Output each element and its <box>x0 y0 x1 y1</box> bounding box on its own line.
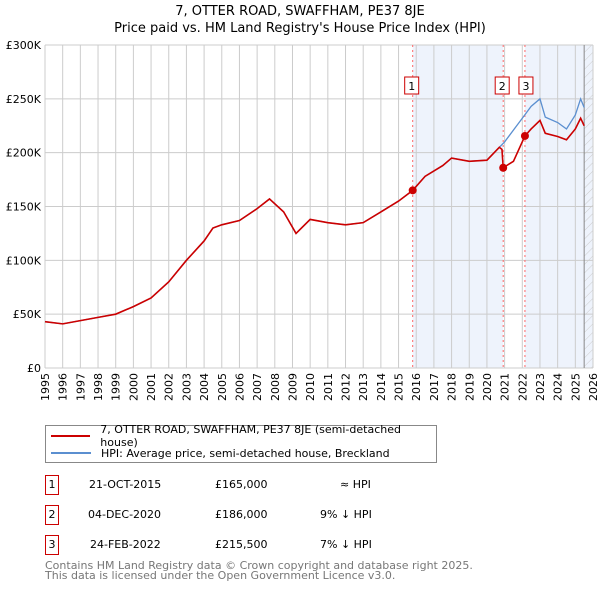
x-tick-label: 2010 <box>304 373 317 401</box>
price: £186,000 <box>215 508 268 521</box>
sale-label: 2 <box>499 80 506 93</box>
x-tick-label: 2000 <box>127 373 140 401</box>
x-tick-label: 2017 <box>428 373 441 401</box>
x-tick-label: 2012 <box>340 373 353 401</box>
x-tick-label: 2015 <box>393 373 406 401</box>
x-tick-label: 2016 <box>410 373 423 401</box>
price: £215,500 <box>215 538 268 551</box>
legend-label: 7, OTTER ROAD, SWAFFHAM, PE37 8JE (semi-… <box>100 423 401 449</box>
y-tick-label: £0 <box>27 362 41 375</box>
x-tick-label: 1999 <box>110 373 123 401</box>
price: £165,000 <box>215 478 268 491</box>
marker-badge: 1 <box>45 475 59 495</box>
x-tick-label: 1995 <box>39 373 52 401</box>
x-tick-label: 2004 <box>198 373 211 401</box>
x-tick-label: 2013 <box>357 373 370 401</box>
y-tick-label: £50K <box>13 308 42 321</box>
footer: Contains HM Land Registry data © Crown c… <box>45 559 473 582</box>
sale-label: 1 <box>408 80 415 93</box>
y-tick-label: £250K <box>6 93 42 106</box>
x-tick-label: 2006 <box>233 373 246 401</box>
x-tick-label: 2025 <box>569 373 582 401</box>
sale-label-box <box>404 76 420 95</box>
transaction-row: 2 04-DEC-2020 £186,000 9% ↓ HPI <box>45 505 445 525</box>
x-tick-label: 2003 <box>180 373 193 401</box>
y-tick-label: £200K <box>6 147 42 160</box>
sale-label-box <box>494 76 510 95</box>
legend-item-property: 7, OTTER ROAD, SWAFFHAM, PE37 8JE (semi-… <box>46 423 436 449</box>
y-tick-label: £150K <box>6 201 42 214</box>
transaction-row: 3 24-FEB-2022 £215,500 7% ↓ HPI <box>45 535 445 555</box>
x-tick-label: 2014 <box>375 373 388 401</box>
x-tick-label: 2023 <box>534 373 547 401</box>
sale-label-box <box>518 76 534 95</box>
legend-item-hpi: HPI: Average price, semi-detached house,… <box>46 445 390 461</box>
hpi-diff: ≈ HPI <box>340 478 371 491</box>
x-tick-label: 1996 <box>57 373 70 401</box>
legend-label: HPI: Average price, semi-detached house,… <box>101 446 390 460</box>
x-tick-label: 1998 <box>92 373 105 401</box>
x-tick-label: 2022 <box>516 373 529 401</box>
marker-badge: 3 <box>45 535 59 555</box>
copyright-text: Contains HM Land Registry data © Crown c… <box>45 559 473 572</box>
x-tick-label: 2024 <box>552 373 565 401</box>
hpi-diff: 9% ↓ HPI <box>320 508 372 521</box>
sale-point <box>520 131 529 140</box>
x-tick-label: 2001 <box>145 373 158 401</box>
price-chart: 1995 1996 1997 1998 1999 2000 2001 2002 2003 2004… <box>6 39 600 401</box>
chart-subtitle: Price paid vs. HM Land Registry's House … <box>114 21 486 36</box>
marker-badge: 2 <box>45 505 59 525</box>
sale-label: 3 <box>522 80 529 93</box>
x-tick-label: 2019 <box>463 373 476 401</box>
date: 04-DEC-2020 <box>88 508 162 521</box>
x-tick-label: 2002 <box>163 373 176 401</box>
x-tick-label: 2011 <box>322 373 335 401</box>
sale-point <box>499 163 508 172</box>
x-tick-label: 2020 <box>481 373 494 401</box>
chart-title: 7, OTTER ROAD, SWAFFHAM, PE37 8JE <box>175 4 425 19</box>
x-tick-label: 2008 <box>269 373 282 401</box>
hpi-diff: 7% ↓ HPI <box>320 538 372 551</box>
y-tick-label: £100K <box>6 254 42 267</box>
sale-point <box>408 186 417 195</box>
x-tick-label: 2021 <box>499 373 512 401</box>
date: 21-OCT-2015 <box>89 478 162 491</box>
x-tick-label: 2026 <box>587 373 600 401</box>
series-line <box>44 116 585 325</box>
legend: 7, OTTER ROAD, SWAFFHAM, PE37 8JE (semi-… <box>45 423 437 463</box>
date: 24-FEB-2022 <box>90 538 161 551</box>
y-tick-label: £300K <box>6 39 42 52</box>
licence-text: This data is licensed under the Open Gov… <box>45 569 396 582</box>
x-tick-label: 2005 <box>216 373 229 401</box>
x-tick-label: 2018 <box>446 373 459 401</box>
x-tick-label: 2007 <box>251 373 264 401</box>
x-tick-label: 1997 <box>74 373 87 401</box>
transaction-row: 1 21-OCT-2015 £165,000 ≈ HPI <box>45 475 445 495</box>
x-tick-label: 2009 <box>286 373 299 401</box>
